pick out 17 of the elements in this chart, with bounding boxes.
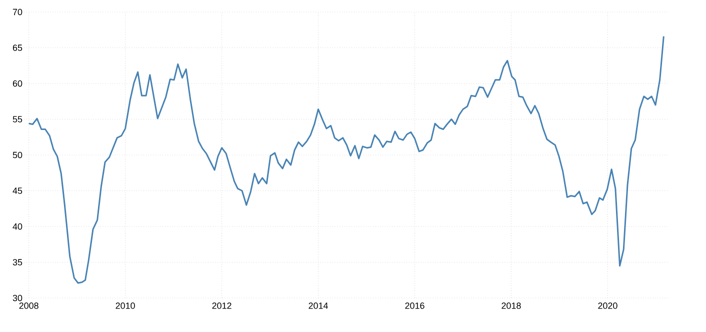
y-tick-label: 50 (12, 152, 22, 158)
y-tick-label: 45 (12, 188, 22, 194)
x-tick-label: 2014 (308, 302, 328, 309)
y-tick-label: 60 (12, 80, 22, 87)
y-tick-label: 65 (12, 44, 22, 51)
x-tick-label: 2016 (405, 302, 424, 309)
x-tick-label: 2012 (212, 302, 232, 309)
line-series (28, 36, 664, 284)
x-tick-label: 2010 (116, 302, 135, 309)
y-tick-label: 30 (12, 294, 22, 302)
y-tick-label: 35 (12, 259, 22, 266)
y-tick-label: 40 (12, 223, 22, 230)
y-tick-label: 55 (12, 116, 22, 122)
x-tick-label: 2008 (19, 302, 38, 309)
x-tick-label: 2020 (598, 302, 618, 309)
x-tick-label: 2018 (502, 302, 521, 309)
y-tick-label: 70 (12, 8, 22, 16)
